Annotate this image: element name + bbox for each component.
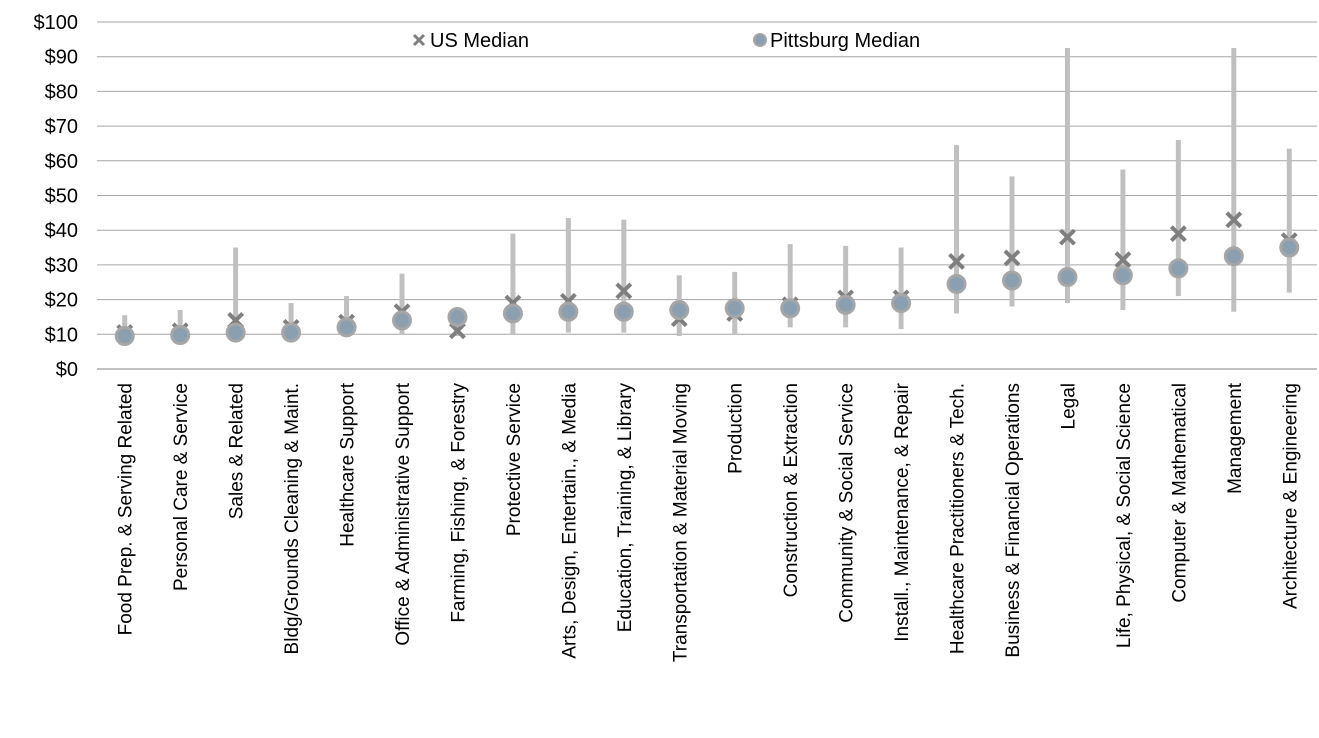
x-category-label: Transportation & Material Moving bbox=[670, 383, 691, 662]
pittsburg-median-marker bbox=[1279, 237, 1300, 258]
x-category-label: Education, Training, & Library bbox=[615, 383, 636, 633]
legend-pittsburg-median-label: Pittsburg Median bbox=[770, 30, 920, 52]
x-category-label: Install., Maintenance, & Repair bbox=[892, 382, 913, 641]
us-median-marker bbox=[1225, 211, 1243, 229]
pittsburg-median-marker bbox=[780, 298, 801, 319]
x-category-label: Sales & Related bbox=[227, 383, 248, 519]
legend-circle-icon bbox=[753, 33, 767, 47]
y-tick-label: $0 bbox=[56, 359, 78, 381]
pittsburg-median-marker bbox=[392, 310, 412, 331]
y-tick-label: $40 bbox=[45, 220, 78, 242]
x-category-label: Food Prep. & Serving Related bbox=[116, 383, 137, 635]
x-category-label: Arts, Design, Entertain., & Media bbox=[559, 383, 580, 659]
x-category-label: Personal Care & Service bbox=[171, 383, 192, 591]
x-category-label: Computer & Mathematical bbox=[1169, 383, 1190, 603]
y-tick-label: $50 bbox=[45, 186, 78, 208]
pittsburg-median-marker bbox=[558, 301, 579, 322]
y-tick-label: $60 bbox=[45, 151, 78, 173]
x-category-label: Healthcare Practitioners & Tech. bbox=[948, 383, 969, 654]
x-category-label: Bldg/Grounds Cleaning & Maint. bbox=[282, 383, 303, 654]
y-tick-label: $90 bbox=[45, 47, 78, 69]
pittsburg-median-marker bbox=[891, 293, 912, 314]
y-tick-label: $10 bbox=[45, 324, 78, 346]
y-tick-label: $70 bbox=[45, 116, 78, 138]
legend-us-median-label: US Median bbox=[430, 30, 529, 52]
y-tick-label: $30 bbox=[45, 255, 78, 277]
pittsburg-median-marker bbox=[336, 317, 357, 338]
y-axis-ticks: $0 $10 $20 $30 $40 $50 $60 $70 $80 $90 $100 bbox=[34, 12, 79, 381]
x-category-label: Production bbox=[726, 383, 747, 474]
us-median-marker bbox=[1114, 251, 1132, 269]
x-category-label: Community & Social Service bbox=[837, 383, 858, 623]
legend-x-icon bbox=[412, 33, 426, 47]
x-axis-category-labels: Food Prep. & Serving Related Personal Car… bbox=[116, 382, 1302, 662]
legend: US Median Pittsburg Median bbox=[412, 30, 920, 52]
x-category-label: Construction & Extraction bbox=[781, 383, 802, 597]
x-category-label: Business & Financial Operations bbox=[1003, 383, 1024, 658]
x-category-label: Healthcare Support bbox=[338, 382, 359, 546]
x-category-label: Protective Service bbox=[504, 383, 525, 536]
pittsburg-median-marker bbox=[835, 294, 856, 315]
pittsburg-median-marker bbox=[1057, 267, 1078, 288]
x-category-label: Legal bbox=[1058, 383, 1079, 430]
y-tick-label: $80 bbox=[45, 81, 78, 103]
pittsburg-median-marker bbox=[114, 326, 135, 347]
x-category-label: Farming, Fishing, & Forestry bbox=[448, 383, 469, 623]
us-median-marker bbox=[948, 253, 965, 270]
x-category-label: Office & Administrative Support bbox=[393, 382, 414, 645]
pittsburg-median-marker bbox=[669, 300, 690, 321]
pittsburg-median-marker bbox=[1002, 270, 1022, 291]
pittsburg-median-marker bbox=[502, 303, 523, 324]
us-median-marker bbox=[1169, 225, 1187, 243]
x-category-label: Life, Physical, & Social Science bbox=[1114, 383, 1135, 648]
pittsburg-median-marker bbox=[281, 322, 302, 343]
y-tick-label: $100 bbox=[34, 12, 79, 34]
pittsburg-median-marker bbox=[1112, 265, 1133, 286]
us-median-marker bbox=[615, 282, 633, 300]
x-category-label: Management bbox=[1225, 382, 1246, 494]
pittsburg-median-marker bbox=[1223, 246, 1244, 267]
pittsburg-median-marker bbox=[1168, 258, 1189, 279]
pittsburg-median-marker bbox=[225, 322, 246, 343]
pittsburg-median-marker bbox=[946, 273, 967, 294]
gridlines bbox=[97, 21, 1317, 335]
pittsburg-median-marker bbox=[447, 306, 468, 327]
pittsburg-median-marker bbox=[170, 324, 191, 345]
pittsburg-median-marker bbox=[613, 301, 634, 322]
us-median-marker bbox=[1003, 249, 1021, 267]
y-tick-label: $20 bbox=[45, 290, 78, 312]
us-median-marker bbox=[1059, 228, 1076, 246]
pittsburg-median-markers bbox=[114, 237, 1300, 347]
x-category-label: Architecture & Engineering bbox=[1280, 383, 1301, 609]
pittsburg-median-marker bbox=[724, 298, 745, 319]
us-median-marker bbox=[449, 322, 466, 340]
